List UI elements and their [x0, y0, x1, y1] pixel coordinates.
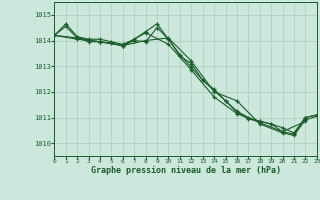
X-axis label: Graphe pression niveau de la mer (hPa): Graphe pression niveau de la mer (hPa) [91, 166, 281, 175]
